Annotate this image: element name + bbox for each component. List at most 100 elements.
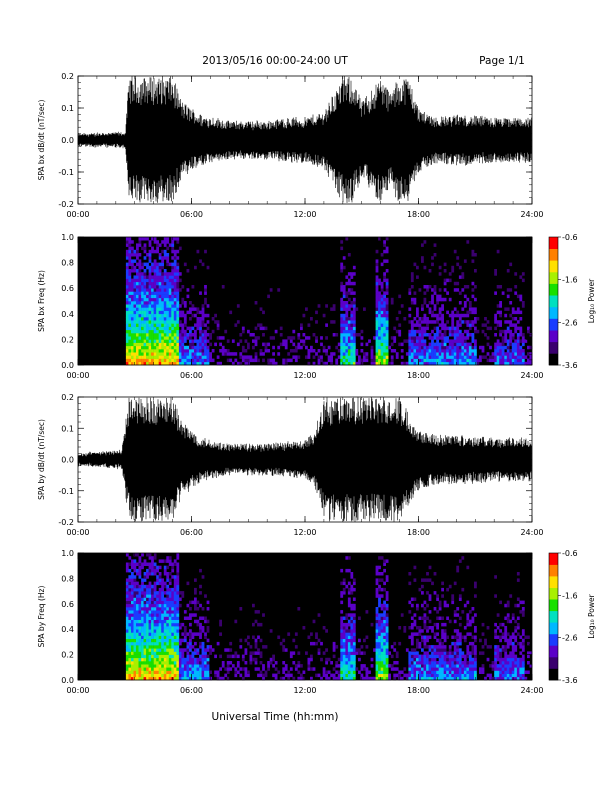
spectrogram-cell (494, 670, 497, 674)
spectrogram-cell (529, 333, 533, 337)
spectrogram-cell (466, 310, 470, 315)
spectrogram-cell (408, 600, 412, 605)
spectrogram-cell (421, 616, 424, 620)
spectrogram-cell (141, 301, 144, 305)
spectrogram-cell (128, 317, 132, 321)
spectrogram-cell (125, 358, 129, 363)
spectrogram-cell (148, 657, 152, 662)
spectrogram-cell (345, 613, 349, 617)
spectrogram-cell (494, 648, 497, 652)
spectrogram-cell (347, 600, 351, 605)
spectrogram-cell (199, 641, 202, 646)
spectrogram-cell (350, 310, 354, 315)
spectrogram-cell (433, 285, 437, 289)
spectrogram-cell (163, 301, 167, 305)
spectrogram-cell (431, 661, 434, 665)
spectrogram-cell (345, 237, 349, 241)
spectrogram-cell (156, 603, 159, 608)
spectrogram-cell (456, 256, 460, 260)
spectrogram-cell (173, 629, 177, 633)
spectrogram-cell (133, 253, 137, 257)
spectrogram-cell (176, 565, 180, 570)
spectrogram-cell (234, 619, 238, 624)
spectrogram-cell (171, 329, 175, 334)
spectrogram-cell (340, 657, 344, 662)
spectrogram-cell (199, 310, 202, 315)
spectrogram-cell (383, 632, 386, 636)
spectrogram-cell (375, 616, 379, 620)
spectrogram-cell (375, 342, 379, 347)
spectrogram-cell (151, 661, 154, 665)
spectrogram-cell (171, 256, 175, 260)
y-tick-label: 0.1 (61, 104, 74, 113)
x-tick-label: 00:00 (66, 686, 89, 695)
spectrogram-cell (458, 635, 462, 639)
spectrogram-cell (166, 358, 170, 363)
spectrogram-cell (153, 673, 157, 678)
spectrogram-cell (383, 259, 386, 263)
spectrogram-cell (418, 333, 422, 337)
spectrogram-cell (143, 626, 147, 630)
spectrogram-cell (171, 645, 175, 649)
spectrogram-cell (355, 333, 359, 337)
spectrogram-cell (345, 635, 349, 639)
spectrogram-cell (163, 297, 167, 302)
spectrogram-cell (133, 648, 137, 652)
spectrogram-cell (501, 657, 505, 662)
spectrogram-cell (458, 559, 462, 563)
spectrogram-cell (151, 317, 154, 321)
spectrogram-cell (128, 288, 132, 292)
spectrogram-cell (136, 285, 139, 289)
spectrogram-cell (418, 641, 422, 646)
spectrogram-cell (128, 246, 132, 251)
spectrogram-cell (133, 275, 137, 279)
spectrogram-cell (153, 240, 157, 244)
spectrogram-cell (431, 358, 434, 363)
spectrogram-cell (211, 317, 215, 321)
spectrogram-cell (181, 632, 185, 636)
spectrogram-cell (463, 342, 467, 347)
spectrogram-cell (136, 291, 139, 295)
spectrogram-cell (136, 651, 139, 655)
spectrogram-cell (315, 635, 318, 639)
spectrogram-cell (451, 333, 455, 337)
spectrogram-cell (352, 632, 356, 636)
spectrogram-cell (163, 333, 167, 337)
spectrogram-cell (249, 645, 253, 649)
spectrogram-cell (138, 278, 142, 283)
spectrogram-cell (383, 243, 386, 247)
spectrogram-cell (282, 645, 286, 649)
spectrogram-cell (474, 317, 477, 321)
spectrogram-cell (458, 301, 462, 305)
spectrogram-cell (433, 336, 437, 340)
spectrogram-cell (146, 253, 149, 257)
spectrogram-cell (128, 575, 132, 579)
spectrogram-cell (183, 673, 187, 678)
spectrogram-cell (368, 339, 371, 343)
spectrogram-cell (390, 358, 394, 363)
spectrogram-cell (352, 578, 356, 582)
spectrogram-cell (340, 361, 344, 366)
spectrogram-cell (317, 358, 321, 363)
spectrogram-cell (378, 307, 381, 311)
spectrogram-cell (456, 673, 460, 678)
spectrogram-cell (416, 352, 419, 356)
spectrogram-cell (196, 317, 200, 321)
spectrogram-cell (337, 670, 341, 674)
spectrogram-cell (468, 358, 472, 363)
spectrogram-cell (171, 339, 175, 343)
spectrogram-cell (141, 622, 144, 627)
spectrogram-cell (484, 317, 487, 321)
spectrogram-cell (410, 301, 414, 305)
spectrogram-cell (178, 651, 182, 655)
spectrogram-cell (136, 269, 139, 273)
spectrogram-cell (151, 673, 154, 678)
spectrogram-cell (148, 352, 152, 356)
spectrogram-cell (153, 301, 157, 305)
spectrogram-cell (146, 278, 149, 283)
spectrogram-cell (443, 622, 447, 627)
spectrogram-cell (178, 304, 182, 308)
spectrogram-cell (385, 661, 389, 665)
spectrogram-cell (463, 336, 467, 340)
spectrogram-cell (201, 307, 205, 311)
